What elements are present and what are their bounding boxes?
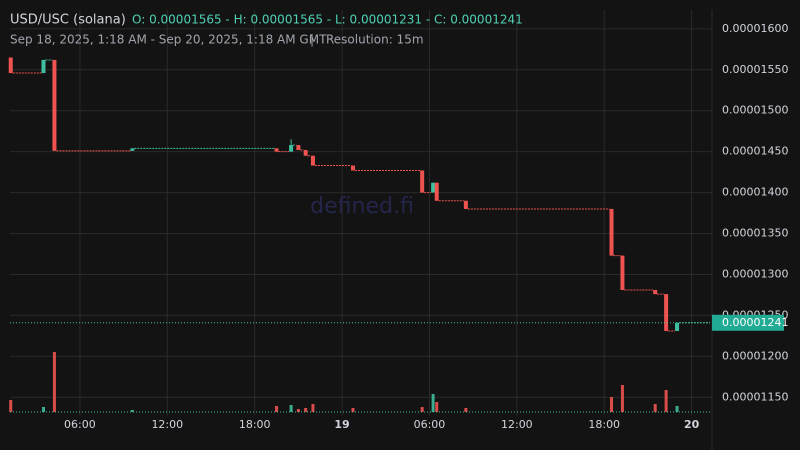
- y-tick-label: 0.00001350: [722, 227, 788, 240]
- y-tick-label: 0.00001400: [722, 186, 788, 199]
- volume-bar: [435, 402, 439, 412]
- volume-bar: [9, 400, 13, 412]
- candle-body: [274, 148, 279, 152]
- volume-bar: [610, 397, 614, 412]
- volume-bar: [275, 406, 279, 412]
- volume-bar: [420, 407, 424, 412]
- volume-bar: [311, 404, 315, 412]
- candle-body: [675, 322, 680, 331]
- volume-bar: [41, 407, 45, 412]
- x-tick-label: 18:00: [239, 418, 271, 431]
- y-tick-label: 0.00001600: [722, 22, 788, 35]
- volume-bar: [620, 385, 624, 412]
- candle-body: [420, 170, 425, 193]
- volume-bar: [289, 405, 293, 412]
- volume-bar: [130, 410, 134, 412]
- candle-body: [653, 290, 658, 295]
- candle-body: [431, 182, 436, 193]
- volume-bar: [653, 404, 657, 412]
- candle-body: [303, 150, 308, 156]
- candle-body: [609, 208, 614, 256]
- ohlc-summary: O: 0.00001565 - H: 0.00001565 - L: 0.000…: [132, 13, 523, 27]
- resolution: Resolution: 15m: [326, 33, 424, 47]
- y-tick-label: 0.00001450: [722, 145, 788, 158]
- x-tick-label: 06:00: [414, 418, 446, 431]
- y-tick-label: 0.00001300: [722, 267, 788, 280]
- volume-bar: [304, 408, 308, 412]
- x-tick-label: 12:00: [151, 418, 183, 431]
- volume-bar: [675, 406, 679, 412]
- candle-body: [130, 148, 135, 151]
- y-tick-label: 0.00001550: [722, 63, 788, 76]
- candle-body: [41, 59, 46, 74]
- candle-body: [434, 182, 439, 201]
- y-tick-label: 0.00001200: [722, 349, 788, 362]
- candle-body: [620, 255, 625, 291]
- y-tick-label: 0.00001500: [722, 104, 788, 117]
- separator: |: [310, 33, 314, 47]
- x-tick-label: 18:00: [588, 418, 620, 431]
- volume-bar: [296, 409, 300, 412]
- last-price-label: 0.00001241: [722, 316, 788, 329]
- watermark: defined.fi: [310, 194, 414, 219]
- pair-title: USD/USC (solana): [10, 13, 126, 28]
- candle-body: [8, 57, 13, 74]
- last-price-box: [712, 314, 784, 331]
- candle-body: [289, 145, 294, 152]
- candle-body: [52, 59, 57, 151]
- date-range: Sep 18, 2025, 1:18 AM - Sep 20, 2025, 1:…: [10, 33, 327, 47]
- x-tick-label: 19: [334, 418, 349, 431]
- volume-bar: [52, 352, 56, 412]
- candle-body: [296, 145, 301, 151]
- x-tick-label: 20: [684, 418, 700, 431]
- x-tick-label: 06:00: [64, 418, 96, 431]
- volume-bar: [351, 408, 355, 412]
- candle-body: [350, 165, 355, 171]
- volume-bar: [664, 390, 668, 412]
- volume-bar: [431, 394, 435, 412]
- candle-body: [664, 294, 669, 331]
- x-tick-label: 12:00: [501, 418, 533, 431]
- volume-bar: [464, 408, 468, 412]
- candle-body: [463, 200, 468, 209]
- candle-body: [310, 155, 315, 166]
- y-tick-label: 0.00001150: [722, 390, 788, 403]
